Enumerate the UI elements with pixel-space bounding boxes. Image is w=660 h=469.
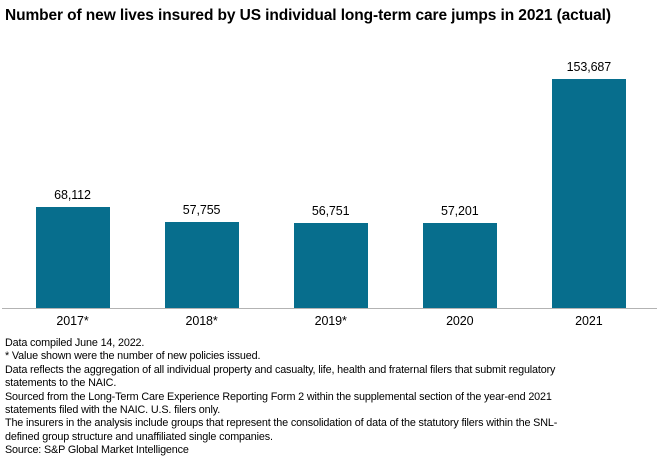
bar-value-label: 153,687: [566, 60, 612, 74]
bar-group: 57,201: [395, 0, 524, 308]
x-axis-label: 2019*: [314, 314, 347, 328]
footnote-line: * Value shown were the number of new pol…: [5, 350, 261, 363]
x-axis-label: 2018*: [185, 314, 218, 328]
chart-title: Number of new lives insured by US indivi…: [5, 7, 611, 24]
bar-value-label: 68,112: [54, 188, 91, 202]
x-axis-label: 2017*: [56, 314, 89, 328]
x-axis-label: 2021: [575, 314, 603, 328]
footnote-line: Data reflects the aggregation of all ind…: [5, 363, 556, 376]
bar: [293, 223, 368, 308]
footnote-line: Data compiled June 14, 2022.: [5, 337, 145, 349]
footnote-line: Sourced from the Long-Term Care Experien…: [5, 390, 552, 403]
bar-value-label: 57,755: [182, 203, 221, 217]
footnote-line: Source: S&P Global Market Intelligence: [5, 444, 189, 457]
bar-group: 57,755: [137, 0, 266, 308]
bar-value-label: 57,201: [440, 204, 479, 218]
x-axis-line: [2, 307, 657, 309]
footnote-line: defined group structure and unaffiliated…: [5, 430, 273, 443]
footnotes: Data compiled June 14, 2022. * Value show…: [5, 337, 657, 458]
bar-value-label: 56,751: [311, 204, 350, 218]
bar-chart-plot: 68,112 57,755 56,751 57,201 153,687: [2, 0, 657, 309]
bar-group: 153,687: [524, 0, 653, 308]
bar: [422, 223, 497, 308]
x-axis-label: 2020: [446, 314, 474, 328]
footnote-line: statements filed with the NAIC. U.S. fil…: [5, 404, 221, 417]
bar: [551, 79, 626, 308]
bar: [35, 207, 110, 308]
footnote-line: statements to the NAIC.: [5, 377, 117, 390]
x-axis-labels: 2017* 2018* 2019* 2020 2021: [0, 314, 660, 330]
bar: [164, 222, 239, 308]
footnote-line: The insurers in the analysis include gro…: [5, 417, 558, 430]
bar-group: 56,751: [266, 0, 395, 308]
bar-group: 68,112: [8, 0, 137, 308]
